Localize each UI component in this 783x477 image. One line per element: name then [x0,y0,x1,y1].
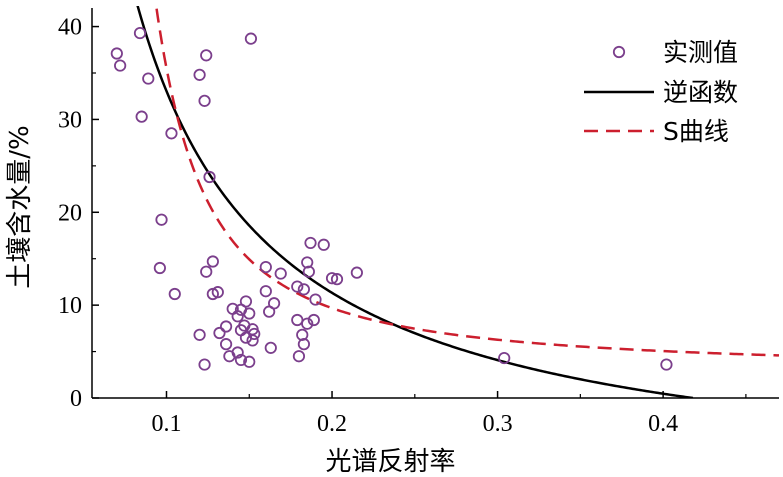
data-point [304,236,317,250]
data-point [660,358,673,371]
data-point [165,127,178,140]
y-tick-label: 30 [58,107,82,133]
data-point [114,59,127,72]
data-point [211,286,224,299]
data-point [193,328,206,341]
y-tick-label: 0 [70,386,82,412]
x-tick-label: 0.4 [648,411,678,437]
data-point [219,320,233,333]
data-point [243,355,256,368]
data-point [274,267,287,280]
data-point [307,313,320,327]
data-point [223,350,236,363]
data-point [135,110,148,123]
data-point [133,26,147,40]
data-point [153,261,166,275]
data-point [200,265,213,278]
data-point [193,68,206,81]
data-point [206,255,219,268]
data-point [142,72,155,85]
data-point [292,350,306,363]
data-point [301,317,314,330]
data-point [110,47,123,60]
data-point [291,280,304,293]
legend-label: 逆函数 [663,78,738,107]
data-point [213,326,226,340]
x-axis-title: 光谱反射率 [325,447,455,477]
data-point [297,338,310,351]
data-point [246,334,259,347]
x-tick-label: 0.3 [483,411,513,437]
data-point [317,238,330,251]
data-point [243,307,256,320]
curve-s-curve [154,6,779,357]
legend-label: 实测值 [663,38,738,67]
data-point [264,341,277,354]
data-point [350,266,363,279]
data-point [498,351,511,365]
legend-marker-measured [612,45,626,59]
curve-inverse-function [136,6,694,398]
data-point [297,283,310,296]
data-point [198,94,211,107]
fit-curves [136,6,779,398]
x-tick-label: 0.2 [317,411,347,437]
data-point [325,272,339,285]
y-axis-title: 土壤含水量/% [5,125,35,288]
data-point [259,260,272,274]
y-tick-label: 10 [58,293,82,319]
x-tick-label: 0.1 [151,411,181,437]
data-point [203,170,216,184]
data-point [244,32,258,45]
data-point [168,287,181,301]
axes: 0.1 0.2 0.3 0.4 0 10 20 30 40 [58,8,779,437]
data-point [239,331,253,344]
legend-label: S曲线 [663,117,729,146]
data-points [110,26,673,371]
data-point [309,293,322,306]
y-tick-label: 40 [58,15,82,41]
data-point [330,273,344,286]
data-point [219,338,233,351]
data-point [198,358,211,371]
data-point [231,310,244,323]
data-point [234,353,248,367]
data-point [200,49,213,62]
data-point [263,305,276,318]
data-point [155,213,168,226]
y-tick-label: 20 [58,200,82,226]
data-point [259,285,272,298]
data-point [302,265,315,278]
